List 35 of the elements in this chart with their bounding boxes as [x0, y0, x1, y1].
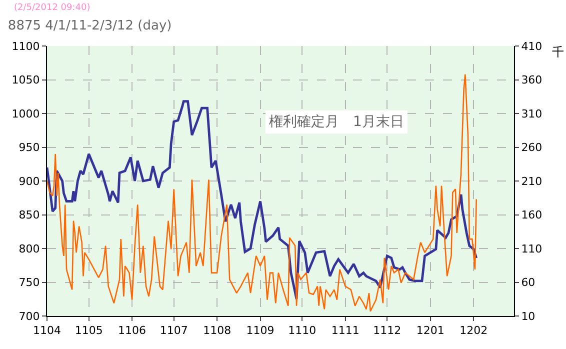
line-series: [47, 74, 478, 312]
y2-tick-label: 410: [521, 40, 542, 53]
x-tick-label: 1106: [118, 324, 146, 338]
annotation: 権利確定月 1月末日: [269, 114, 404, 130]
y2-tick-label: 160: [521, 208, 542, 222]
chart-title: 8875 4/1/11-2/3/12 (day): [8, 18, 172, 34]
y-tick-label: 1000: [12, 107, 40, 120]
y-tick-label: 750: [18, 276, 40, 290]
x-tick-label: 1202: [460, 324, 488, 338]
y2-tick-label: 10: [521, 310, 536, 323]
y-tick-label: 1100: [12, 40, 40, 53]
y2-tick-label: 110: [521, 242, 542, 256]
y-tick-label: 1050: [12, 74, 40, 87]
y2-tick-label: 310: [521, 107, 542, 120]
y2-tick-label: 60: [521, 276, 536, 290]
y-tick-label: 850: [18, 208, 40, 222]
x-tick-label: 1104: [33, 324, 61, 338]
y2-tick-label: 210: [521, 174, 542, 188]
x-tick-label: 1201: [416, 324, 444, 338]
y-tick-label: 900: [18, 174, 40, 188]
x-tick-label: 1105: [74, 324, 103, 338]
x-tick-label: 1109: [246, 324, 274, 338]
y-tick-label: 700: [18, 310, 40, 323]
y2-axis-title: 千: [552, 45, 564, 59]
line-series: [47, 100, 478, 300]
y2-tick-label: 360: [521, 74, 542, 87]
x-tick-label: 1110: [288, 324, 316, 338]
y-tick-label: 950: [18, 141, 40, 154]
y2-tick-label: 260: [521, 141, 542, 154]
y-tick-label: 800: [18, 242, 40, 256]
x-tick-label: 1111: [331, 324, 360, 338]
text: (2/5/2012 09:40): [14, 3, 90, 13]
x-tick-label: 1107: [160, 324, 188, 338]
x-tick-label: 1108: [203, 324, 232, 338]
x-tick-label: 1112: [373, 324, 402, 338]
